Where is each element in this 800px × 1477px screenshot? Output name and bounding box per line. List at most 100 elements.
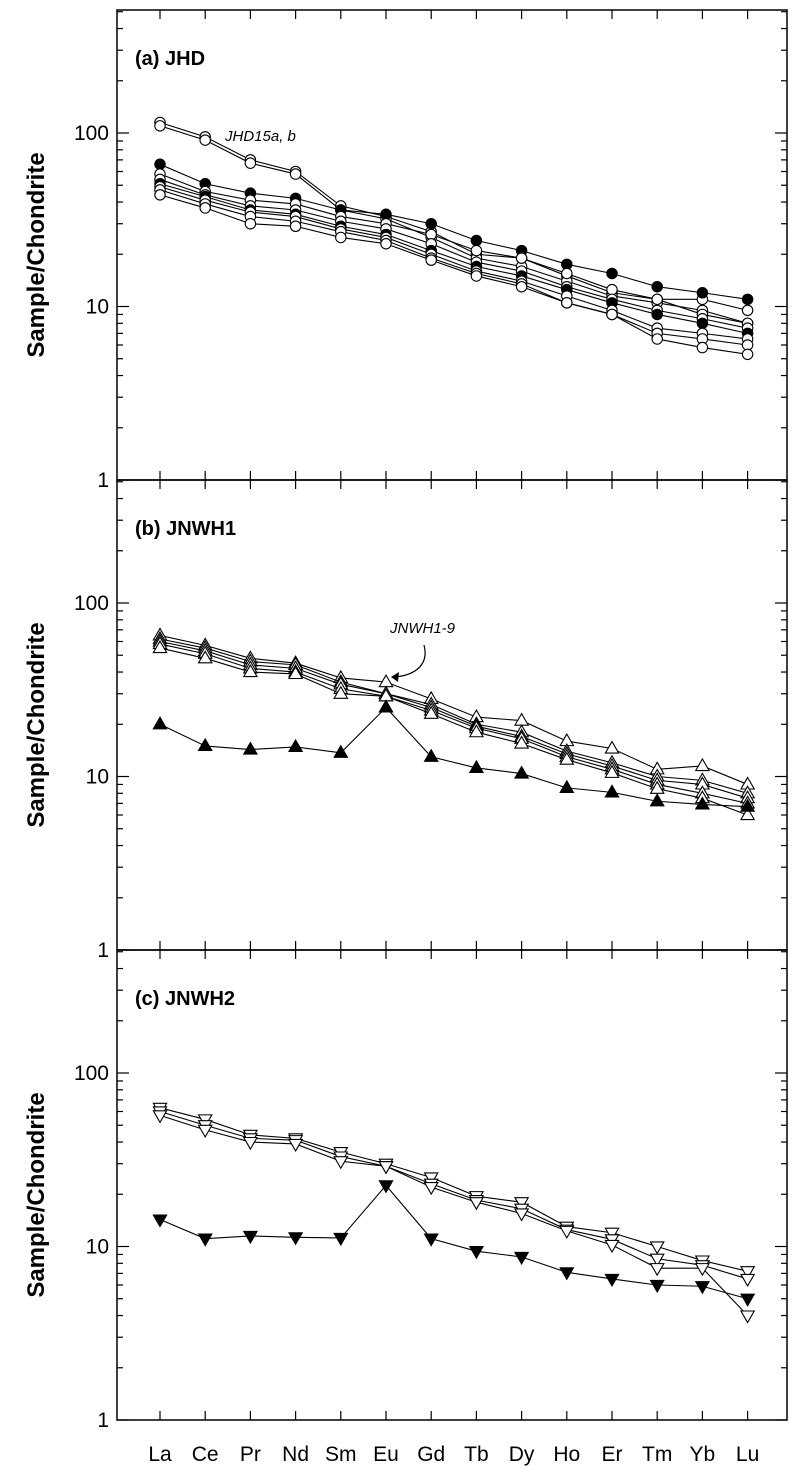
data-point xyxy=(197,650,213,664)
data-point xyxy=(559,1267,575,1281)
data-point xyxy=(333,685,349,699)
data-point xyxy=(378,674,394,688)
x-category-label: Yb xyxy=(690,1443,716,1466)
series-4 xyxy=(152,1180,756,1307)
data-point xyxy=(468,1246,485,1260)
data-point xyxy=(335,231,347,244)
x-category-label: Tm xyxy=(642,1443,672,1466)
series-8 xyxy=(154,184,754,351)
data-point xyxy=(559,751,575,765)
data-point xyxy=(289,168,302,180)
data-point xyxy=(333,744,349,758)
y-axis-label: Sample/Chondrite xyxy=(23,152,50,357)
data-point xyxy=(696,287,709,299)
data-point xyxy=(287,665,304,680)
data-point xyxy=(694,757,711,772)
x-category-label: Gd xyxy=(417,1443,445,1466)
data-point xyxy=(739,1310,756,1324)
x-category-label: Dy xyxy=(509,1443,535,1466)
series-line xyxy=(159,1107,748,1272)
data-point xyxy=(696,341,709,354)
data-point xyxy=(154,189,166,201)
data-point xyxy=(425,217,437,230)
data-point xyxy=(423,1233,439,1247)
y-tick-label: 1 xyxy=(97,469,109,492)
data-point xyxy=(152,639,168,654)
data-point xyxy=(470,244,483,257)
data-point xyxy=(513,712,530,726)
y-tick-label: 1 xyxy=(97,939,109,962)
y-tick-label: 100 xyxy=(74,1062,109,1085)
data-point xyxy=(649,793,665,807)
data-point xyxy=(289,220,302,233)
x-category-label: Er xyxy=(602,1443,623,1466)
annotation-arrow xyxy=(393,644,426,678)
panel-1: 1 10 100 Sample/Chondrite (a) JHD JHD15a, b xyxy=(23,9,788,492)
annotation-label: JNWH1-9 xyxy=(389,620,456,637)
series-line xyxy=(159,178,748,329)
series-1 xyxy=(152,1102,756,1280)
data-point xyxy=(287,1232,304,1246)
data-point xyxy=(561,297,573,309)
arrow-head xyxy=(391,672,399,682)
data-point xyxy=(333,1232,349,1247)
series-7 xyxy=(154,181,754,345)
data-point xyxy=(515,252,528,264)
data-point xyxy=(651,280,663,293)
series-2 xyxy=(154,120,754,330)
annotation-label: JHD15a, b xyxy=(224,128,296,145)
data-point xyxy=(741,304,754,317)
data-point xyxy=(152,716,168,730)
series-line xyxy=(159,194,748,355)
x-category-label: Sm xyxy=(325,1443,357,1466)
data-point xyxy=(739,806,756,821)
series-line xyxy=(159,186,748,340)
data-point xyxy=(513,1197,530,1211)
data-point xyxy=(559,779,575,793)
data-point xyxy=(649,1263,665,1277)
series-line xyxy=(159,163,748,300)
series-4 xyxy=(154,168,754,330)
data-point xyxy=(606,308,618,321)
y-tick-label: 100 xyxy=(74,122,109,145)
data-point xyxy=(468,724,485,738)
panel-title: (c) JNWH2 xyxy=(135,988,235,1010)
data-point xyxy=(604,740,620,754)
data-point xyxy=(470,234,483,247)
data-point xyxy=(468,759,485,774)
data-point xyxy=(152,1110,168,1124)
series-3 xyxy=(152,1110,756,1324)
series-line xyxy=(159,640,748,799)
data-point xyxy=(604,764,620,778)
data-point xyxy=(606,283,618,296)
series-line xyxy=(159,1110,748,1280)
data-point xyxy=(197,1124,213,1138)
series-line xyxy=(159,638,748,794)
data-point xyxy=(651,333,663,345)
x-category-label: Nd xyxy=(282,1443,309,1466)
data-point xyxy=(380,208,392,221)
data-point xyxy=(739,1273,756,1288)
data-point xyxy=(604,1227,620,1241)
data-point xyxy=(604,784,620,798)
panel-2: 1 10 100 Sample/Chondrite (b) JNWH1 JNWH1-9 xyxy=(23,479,788,962)
data-point xyxy=(380,237,392,250)
x-category-label: Pr xyxy=(240,1443,261,1466)
data-point xyxy=(242,741,259,755)
data-point xyxy=(154,158,166,171)
x-category-label: Tb xyxy=(464,1443,489,1466)
data-point xyxy=(199,134,211,146)
data-point xyxy=(649,1241,665,1255)
series-line xyxy=(159,634,748,785)
data-point xyxy=(559,1225,575,1240)
series-6 xyxy=(154,177,754,340)
data-point xyxy=(470,270,483,282)
data-point xyxy=(378,1161,394,1175)
x-category-label: Ho xyxy=(553,1443,580,1466)
data-point xyxy=(287,1138,304,1153)
series-6 xyxy=(152,699,756,812)
data-point xyxy=(468,1197,485,1211)
data-point xyxy=(287,738,304,753)
plot-frame xyxy=(116,9,788,481)
